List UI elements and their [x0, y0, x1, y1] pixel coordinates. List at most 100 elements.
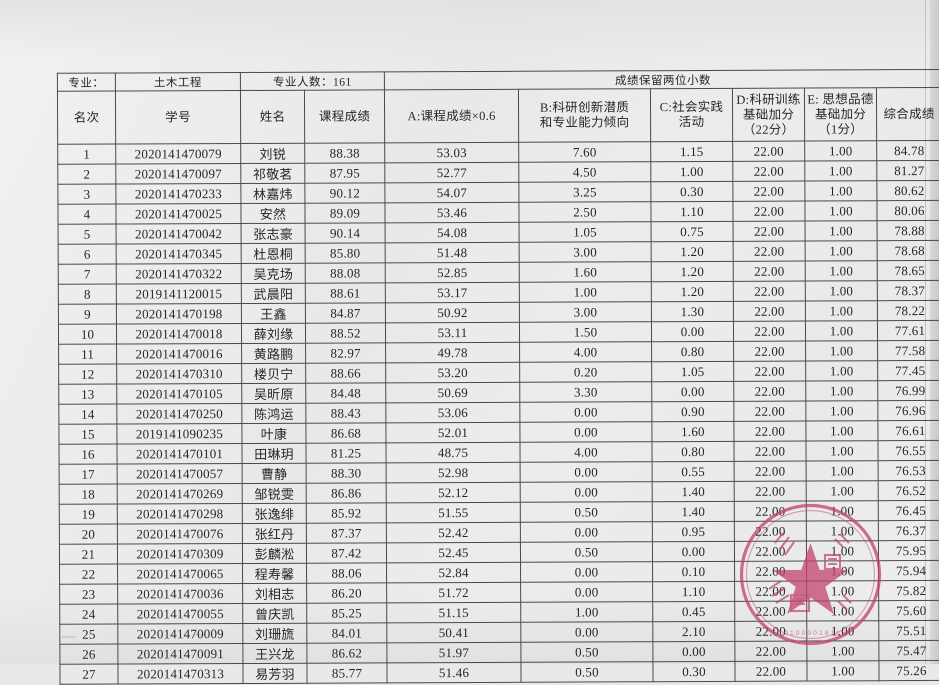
cell-name: 彭麟淞 — [242, 543, 307, 564]
cell-e: 1.00 — [806, 640, 879, 662]
cell-e: 1.00 — [804, 200, 878, 222]
cell-rank: 27 — [59, 664, 119, 685]
cell-a: 51.46 — [386, 662, 522, 683]
cell-course: 87.42 — [306, 542, 387, 564]
col-header-course-score: 课程成绩 — [304, 89, 385, 144]
cell-b: 0.50 — [520, 541, 653, 563]
cell-name: 王鑫 — [241, 303, 306, 324]
student-count: 专业人数：161 — [240, 71, 385, 91]
cell-course: 87.95 — [304, 162, 385, 184]
cell-name: 张红丹 — [242, 523, 307, 544]
cell-b: 7.60 — [518, 141, 651, 163]
cell-total: 76.37 — [878, 520, 939, 541]
cell-d: 22.00 — [733, 421, 806, 442]
cell-total: 75.51 — [878, 620, 939, 641]
col-header-rank: 名次 — [57, 91, 116, 145]
cell-rank: 18 — [59, 484, 118, 505]
cell-total: 76.45 — [878, 500, 939, 521]
cell-total: 76.61 — [877, 420, 939, 441]
cell-rank: 20 — [59, 524, 118, 545]
cell-name: 叶康 — [241, 423, 306, 444]
cell-course: 90.12 — [304, 182, 385, 204]
cell-course: 86.20 — [306, 582, 387, 604]
cell-d: 22.00 — [734, 461, 807, 482]
cell-d: 22.00 — [734, 521, 807, 542]
cell-d: 22.00 — [732, 181, 805, 202]
cell-rank: 7 — [58, 264, 117, 285]
cell-course: 84.87 — [305, 302, 386, 324]
cell-d: 22.00 — [733, 441, 807, 462]
cell-course: 88.66 — [305, 362, 386, 384]
cell-d: 22.00 — [733, 301, 806, 322]
cell-total: 75.26 — [878, 660, 939, 681]
cell-a: 53.03 — [384, 142, 519, 163]
cell-course: 88.43 — [305, 402, 386, 424]
cell-e: 1.00 — [805, 340, 878, 362]
cell-d: 22.00 — [733, 241, 806, 262]
cell-total: 75.47 — [878, 640, 939, 661]
cell-b: 0.50 — [520, 641, 653, 663]
cell-c: 1.10 — [650, 201, 734, 222]
cell-name: 安然 — [240, 203, 306, 224]
cell-e: 1.00 — [805, 360, 878, 382]
cell-e: 1.00 — [806, 560, 879, 582]
table-container: 专业： 土木工程 专业人数：161 成绩保留两位小数 名次 学号 姓名 课程成绩… — [57, 69, 939, 685]
cell-total: 78.88 — [877, 220, 939, 241]
cell-d: 22.00 — [733, 321, 806, 342]
col-header-name: 姓名 — [240, 90, 305, 144]
cell-rank: 3 — [57, 184, 116, 205]
cell-c: 0.45 — [652, 601, 735, 622]
cell-id: 2020141470079 — [115, 143, 241, 165]
pencil-mark-right — [195, 634, 205, 636]
cell-c: 0.30 — [652, 661, 736, 682]
cell-c: 0.10 — [652, 561, 735, 582]
cell-id: 2020141470016 — [116, 343, 242, 365]
table-row: 27 2020141470313 易芳羽 85.77 51.46 0.50 0.30 22.0… — [59, 660, 939, 685]
cell-course: 86.86 — [306, 482, 387, 504]
cell-course: 81.25 — [305, 442, 387, 464]
cell-b: 0.00 — [520, 481, 653, 503]
pencil-mark-left — [62, 636, 76, 638]
cell-b: 0.00 — [520, 581, 653, 603]
cell-d: 22.00 — [733, 381, 806, 402]
cell-c: 1.20 — [651, 281, 734, 302]
cell-a: 52.01 — [385, 422, 520, 443]
cell-name: 武晨阳 — [241, 283, 306, 304]
cell-e: 1.00 — [806, 600, 879, 622]
cell-course: 85.92 — [306, 502, 387, 524]
cell-total: 77.61 — [877, 320, 939, 341]
col-header-d-line2: 基础加分 — [742, 107, 795, 122]
cell-total: 77.58 — [877, 340, 939, 361]
cell-total: 80.62 — [876, 180, 939, 201]
cell-course: 87.37 — [306, 522, 387, 544]
cell-id: 2020141470097 — [115, 163, 241, 185]
cell-id: 2020141470065 — [117, 563, 243, 585]
cell-c: 0.55 — [652, 461, 735, 482]
cell-a: 52.42 — [386, 522, 521, 543]
cell-e: 1.00 — [804, 180, 877, 202]
cell-c: 0.00 — [652, 541, 735, 562]
cell-c: 2.10 — [652, 621, 735, 642]
cell-e: 1.00 — [806, 460, 879, 482]
cell-b: 4.00 — [519, 441, 653, 463]
cell-course: 88.06 — [306, 562, 387, 584]
cell-total: 78.65 — [877, 260, 939, 281]
cell-b: 1.50 — [519, 321, 652, 343]
cell-e: 1.00 — [805, 320, 878, 342]
cell-c: 0.00 — [651, 321, 734, 342]
cell-course: 85.80 — [305, 242, 386, 264]
cell-b: 0.00 — [519, 421, 652, 443]
cell-a: 52.45 — [386, 542, 521, 563]
cell-e: 1.00 — [805, 240, 878, 262]
cell-e: 1.00 — [805, 300, 878, 322]
cell-a: 51.55 — [386, 502, 521, 523]
cell-b: 3.30 — [519, 381, 652, 403]
cell-name: 张逸绯 — [242, 503, 307, 524]
cell-d: 22.00 — [733, 281, 806, 302]
col-header-c: C:社会实践 活动 — [650, 88, 733, 142]
cell-name: 程寿馨 — [242, 563, 307, 584]
cell-b: 1.00 — [520, 601, 653, 623]
cell-total: 84.78 — [876, 140, 939, 161]
cell-e: 1.00 — [804, 160, 877, 182]
cell-course: 88.38 — [304, 142, 385, 164]
